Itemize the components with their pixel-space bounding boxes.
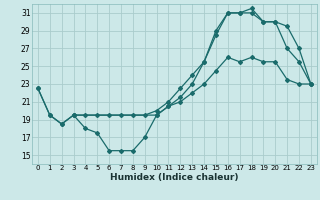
X-axis label: Humidex (Indice chaleur): Humidex (Indice chaleur) <box>110 173 239 182</box>
